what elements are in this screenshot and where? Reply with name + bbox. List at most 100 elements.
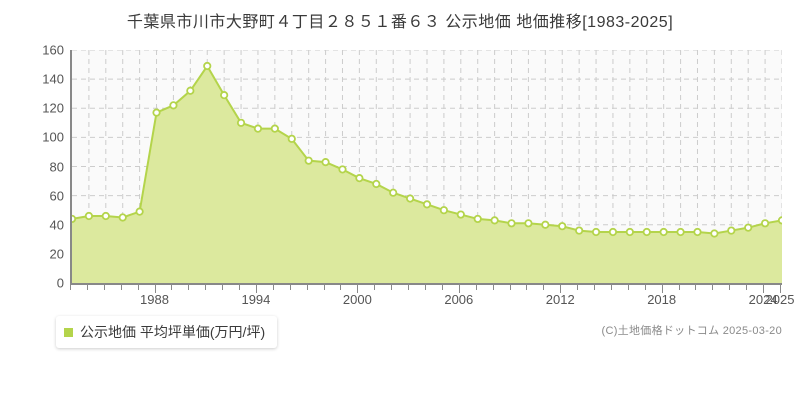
x-tick xyxy=(408,283,410,290)
data-point-marker[interactable] xyxy=(355,174,364,183)
x-tick xyxy=(120,283,122,290)
x-tick xyxy=(492,283,494,290)
data-point-marker[interactable] xyxy=(490,216,499,225)
gridlines xyxy=(72,50,782,283)
data-point-marker[interactable] xyxy=(101,211,110,221)
x-tick-label: 2012 xyxy=(545,292,575,307)
x-tick xyxy=(594,283,596,290)
x-tick xyxy=(70,283,71,290)
data-point-marker[interactable] xyxy=(727,226,736,235)
x-tick xyxy=(255,283,257,293)
x-tick xyxy=(103,283,105,290)
data-point-marker[interactable] xyxy=(625,227,634,237)
data-point-marker[interactable] xyxy=(558,222,567,231)
x-tick xyxy=(272,283,274,290)
x-tick xyxy=(306,283,308,290)
data-point-marker[interactable] xyxy=(72,214,77,224)
x-tick xyxy=(509,283,511,290)
data-point-marker[interactable] xyxy=(203,61,212,71)
data-point-marker[interactable] xyxy=(236,118,246,127)
x-tick xyxy=(222,283,224,290)
y-axis-labels: 0 20 40 60 80 100 120 140 160 xyxy=(0,43,64,291)
x-tick xyxy=(644,283,646,290)
price-series xyxy=(72,61,782,283)
x-tick xyxy=(340,283,342,290)
legend-color-swatch xyxy=(64,327,73,337)
data-point-marker[interactable] xyxy=(152,108,161,117)
data-point-marker[interactable] xyxy=(760,219,770,228)
x-tick xyxy=(610,283,612,290)
x-tick xyxy=(154,283,156,293)
y-tick-label: 40 xyxy=(49,217,64,233)
data-point-marker[interactable] xyxy=(473,214,482,224)
x-tick xyxy=(239,283,241,290)
data-point-marker[interactable] xyxy=(608,227,618,237)
x-tick xyxy=(780,283,781,293)
data-point-marker[interactable] xyxy=(456,210,465,219)
x-tick xyxy=(560,283,562,293)
x-tick-label: 2000 xyxy=(342,292,372,307)
data-point-marker[interactable] xyxy=(338,165,347,174)
data-point-marker[interactable] xyxy=(422,200,432,209)
data-point-marker[interactable] xyxy=(169,101,178,110)
x-tick xyxy=(661,283,663,293)
x-tick-label: 2025 xyxy=(765,292,795,307)
data-point-marker[interactable] xyxy=(676,227,685,237)
x-tick-label: 1994 xyxy=(241,292,271,307)
x-tick xyxy=(695,283,697,290)
data-point-marker[interactable] xyxy=(710,229,719,238)
data-point-marker[interactable] xyxy=(304,156,313,165)
y-tick-label: 0 xyxy=(56,275,64,291)
data-point-marker[interactable] xyxy=(642,227,651,237)
data-point-marker[interactable] xyxy=(659,227,668,237)
data-point-marker[interactable] xyxy=(744,223,753,232)
data-point-marker[interactable] xyxy=(439,206,449,215)
x-tick-label: 2018 xyxy=(647,292,677,307)
data-point-marker[interactable] xyxy=(186,86,195,95)
x-tick xyxy=(137,283,139,290)
data-point-marker[interactable] xyxy=(777,216,782,225)
x-tick xyxy=(526,283,528,290)
data-point-marker[interactable] xyxy=(135,207,144,216)
y-tick-label: 20 xyxy=(49,246,64,262)
y-tick-label: 160 xyxy=(42,42,64,58)
data-point-marker[interactable] xyxy=(321,158,330,167)
y-tick-label: 100 xyxy=(42,129,64,145)
x-tick xyxy=(475,283,477,290)
data-point-marker[interactable] xyxy=(405,194,415,203)
data-point-marker[interactable] xyxy=(118,213,127,222)
data-point-marker[interactable] xyxy=(693,227,702,237)
data-point-marker[interactable] xyxy=(591,227,601,237)
x-tick xyxy=(458,283,460,293)
x-tick xyxy=(763,283,765,293)
data-point-marker[interactable] xyxy=(575,226,584,235)
x-tick xyxy=(289,283,291,290)
data-point-marker[interactable] xyxy=(524,219,533,228)
x-tick xyxy=(205,283,207,290)
data-point-marker[interactable] xyxy=(507,219,516,228)
data-point-marker[interactable] xyxy=(372,179,381,189)
x-axis-ticks xyxy=(0,283,800,293)
x-tick xyxy=(171,283,173,290)
x-tick xyxy=(391,283,393,290)
data-point-marker[interactable] xyxy=(287,134,296,143)
legend-label: 公示地価 平均坪単価(万円/坪) xyxy=(80,324,266,340)
data-point-marker[interactable] xyxy=(389,188,398,197)
x-axis-labels: 1988 1994 2000 2006 2012 2018 2024 2025 xyxy=(0,292,800,310)
chart-legend[interactable]: 公示地価 平均坪単価(万円/坪) xyxy=(56,316,278,348)
x-tick xyxy=(746,283,748,290)
data-point-marker[interactable] xyxy=(270,124,279,133)
y-tick-label: 60 xyxy=(49,188,64,204)
x-tick xyxy=(678,283,680,290)
x-tick-label: 2024 xyxy=(748,292,778,307)
data-point-marker[interactable] xyxy=(541,220,550,229)
x-tick xyxy=(425,283,426,290)
x-tick xyxy=(543,283,545,290)
data-point-marker[interactable] xyxy=(220,91,229,100)
x-tick-label: 2006 xyxy=(444,292,474,307)
data-point-marker[interactable] xyxy=(253,124,263,133)
x-tick-label: 1988 xyxy=(140,292,169,307)
data-point-marker[interactable] xyxy=(84,211,94,221)
chart-title: 千葉県市川市大野町４丁目２８５１番６３ 公示地価 地価推移[1983-2025] xyxy=(126,14,674,31)
